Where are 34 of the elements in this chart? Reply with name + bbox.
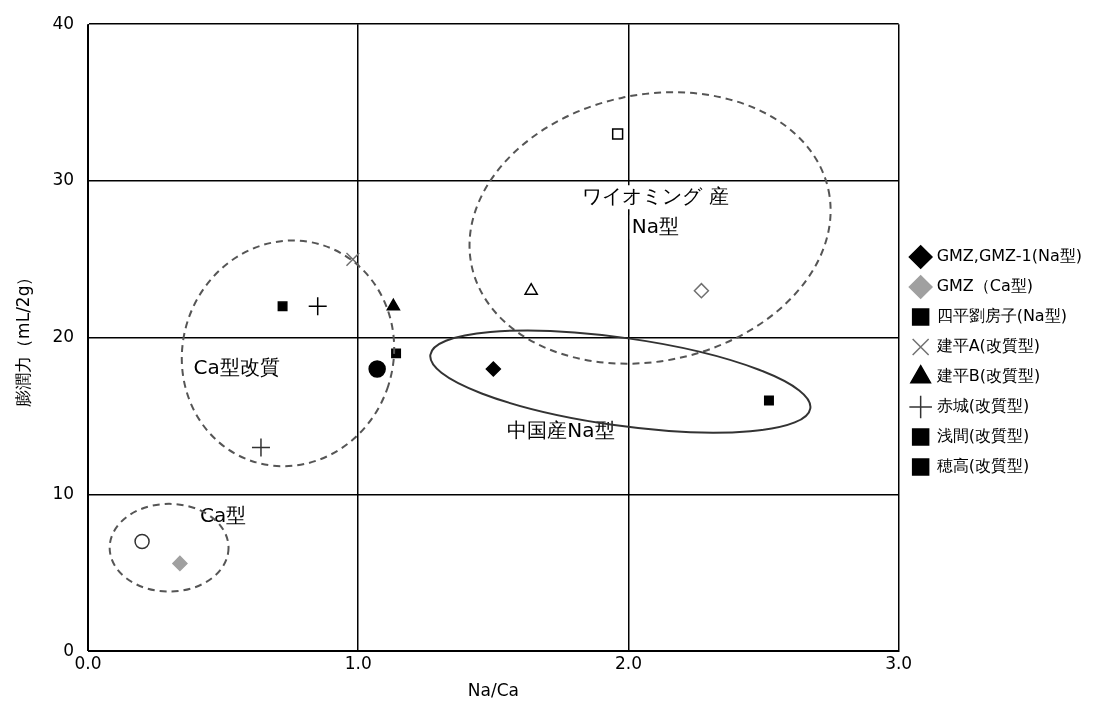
point	[386, 298, 401, 311]
point	[277, 301, 288, 312]
point	[485, 361, 502, 377]
point	[172, 555, 188, 572]
point	[134, 533, 150, 550]
x-tick-label: 3.0	[885, 652, 913, 673]
point	[345, 252, 360, 267]
legend-label: 浅間(改質型)	[936, 426, 1030, 446]
x-tick-label: 1.0	[344, 652, 372, 673]
x-tick-label: 0.0	[74, 652, 102, 673]
point	[368, 360, 386, 378]
point	[611, 128, 624, 140]
legend-label: 赤城(改質型)	[936, 396, 1030, 416]
annotation: Ca型	[200, 502, 247, 527]
y-tick-label: 30	[52, 169, 75, 190]
y-tick-label: 40	[52, 12, 75, 33]
y-tick-label: 10	[52, 482, 75, 503]
legend-label: GMZ（Ca型)	[936, 276, 1034, 296]
y-tick-label: 20	[52, 326, 75, 347]
point	[307, 296, 328, 317]
legend-label: GMZ,GMZ-1(Na型)	[936, 246, 1082, 266]
x-tick-label: 2.0	[614, 652, 642, 673]
y-axis-title: 膨潤力（mL/2g）	[12, 268, 33, 407]
x-axis-title: Na/Ca	[467, 680, 519, 701]
annotation: ワイオミング 産 Na型	[582, 183, 729, 238]
annotation: Ca型改質	[193, 355, 280, 380]
legend-label: 四平劉房子(Na型)	[936, 306, 1067, 326]
y-tick-label: 0	[63, 639, 75, 660]
legend-label: 穂高(改質型)	[936, 456, 1030, 476]
point	[693, 282, 710, 299]
legend-label: 建平B(改質型)	[935, 366, 1041, 386]
legend-label: 建平A(改質型)	[935, 336, 1041, 356]
point	[763, 395, 774, 406]
point	[251, 437, 271, 458]
